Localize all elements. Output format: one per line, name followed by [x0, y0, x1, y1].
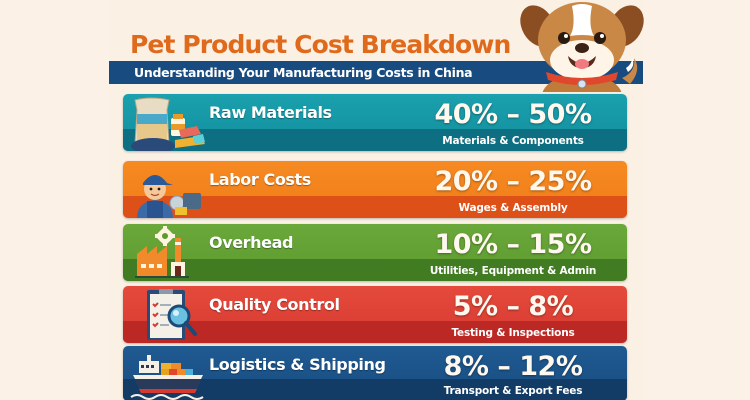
cost-card-labor-costs: Labor Costs 20% – 25% Wages & Assembly	[123, 161, 627, 218]
card-label: Quality Control	[209, 295, 340, 314]
card-label: Overhead	[209, 233, 294, 252]
cost-detail: Transport & Export Fees	[443, 385, 583, 397]
cost-detail: Wages & Assembly	[458, 202, 568, 214]
card-label: Labor Costs	[209, 170, 311, 189]
card-band	[123, 259, 627, 281]
clipboard-magnifier-icon	[147, 289, 197, 340]
pet-food-bag-icon	[131, 97, 205, 151]
cost-card-quality-control: Quality Control 5% – 8% Testing & Inspec…	[123, 286, 627, 343]
cost-detail: Materials & Components	[442, 135, 584, 147]
cost-range: 40% – 50%	[434, 99, 592, 130]
page-title: Pet Product Cost Breakdown	[130, 30, 511, 59]
cost-card-raw-materials: Raw Materials 40% – 50% Materials & Comp…	[123, 94, 627, 151]
cost-card-overhead: Overhead 10% – 15% Utilities, Equipment …	[123, 224, 627, 281]
cost-detail: Utilities, Equipment & Admin	[429, 265, 597, 277]
card-label: Raw Materials	[209, 103, 332, 122]
card-label: Logistics & Shipping	[209, 355, 386, 374]
cargo-ship-icon	[130, 355, 204, 400]
card-band	[123, 196, 627, 218]
cost-range: 8% – 12%	[443, 351, 583, 382]
cost-detail: Testing & Inspections	[451, 327, 575, 339]
page-subtitle: Understanding Your Manufacturing Costs i…	[134, 65, 473, 80]
card-band	[123, 379, 627, 400]
factory-gear-icon	[135, 226, 189, 278]
cost-range: 10% – 15%	[434, 229, 592, 260]
subtitle-band	[109, 61, 643, 84]
cartoon-dog-icon	[520, 2, 644, 92]
cost-card-logistics-shipping: Logistics & Shipping 8% – 12% Transport …	[123, 346, 627, 400]
card-band	[123, 129, 627, 151]
card-band	[123, 321, 627, 343]
cost-range: 5% – 8%	[452, 291, 574, 322]
cost-range: 20% – 25%	[434, 166, 592, 197]
factory-worker-icon	[137, 175, 201, 218]
